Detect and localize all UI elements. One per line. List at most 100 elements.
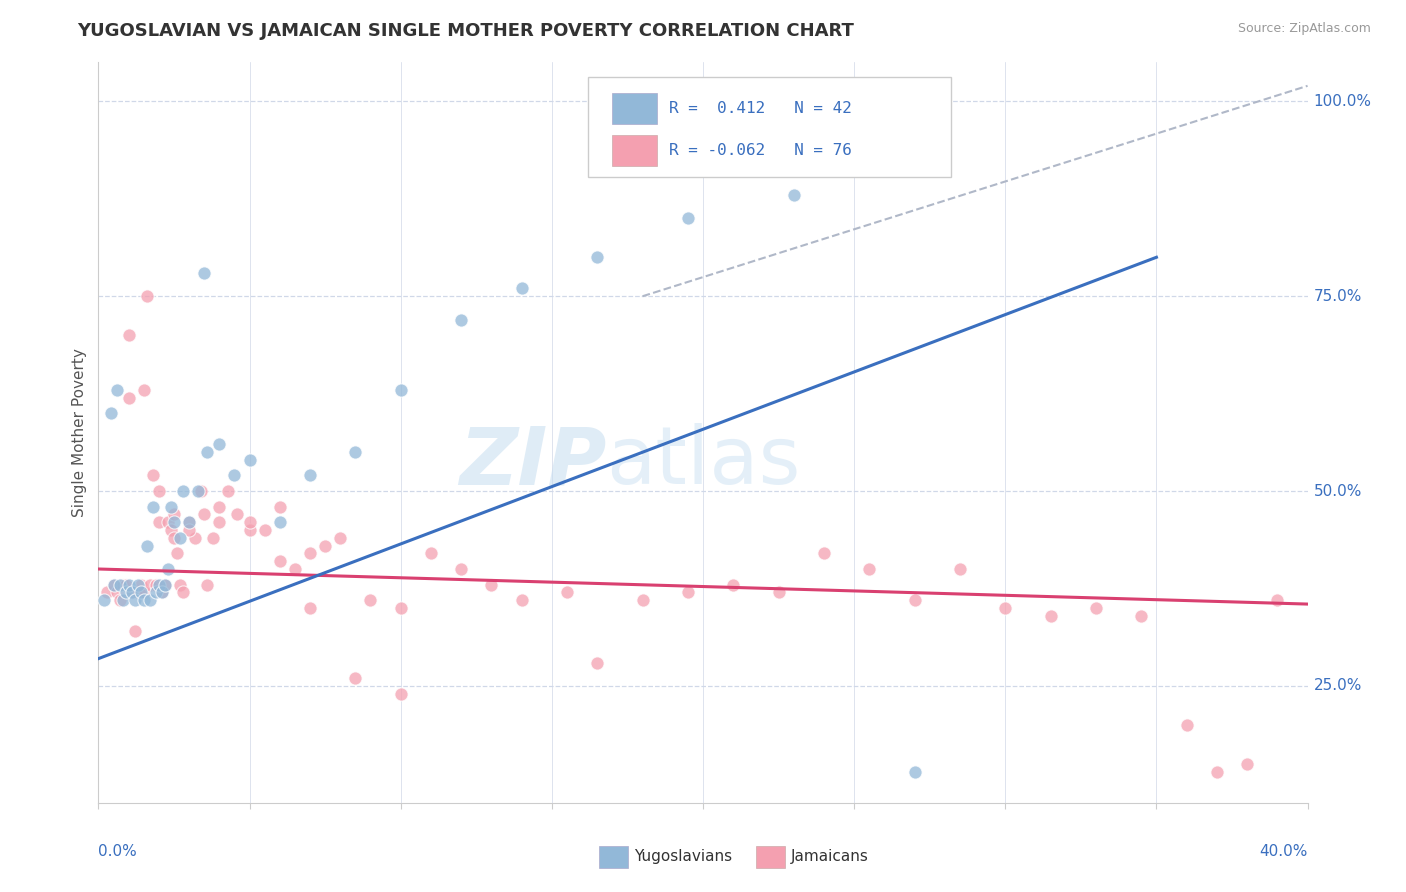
Point	[299, 546, 322, 560]
Point	[124, 593, 146, 607]
Point	[150, 585, 173, 599]
Point	[269, 515, 291, 529]
Point	[450, 562, 472, 576]
Text: 40.0%: 40.0%	[1260, 844, 1308, 858]
Text: Yugoslavians: Yugoslavians	[634, 849, 733, 864]
Point	[103, 577, 125, 591]
Point	[179, 515, 201, 529]
Point	[108, 577, 131, 591]
Point	[994, 601, 1017, 615]
Text: ZIP: ZIP	[458, 423, 606, 501]
Point	[420, 546, 443, 560]
Point	[145, 577, 167, 591]
Point	[269, 554, 291, 568]
Point	[208, 500, 231, 514]
Point	[284, 562, 307, 576]
Point	[111, 593, 134, 607]
Point	[768, 585, 790, 599]
Point	[169, 577, 191, 591]
Point	[160, 500, 183, 514]
Point	[904, 593, 927, 607]
Point	[190, 484, 212, 499]
Point	[114, 577, 136, 591]
Point	[156, 562, 179, 576]
Point	[179, 515, 201, 529]
Point	[108, 593, 131, 607]
Point	[132, 585, 155, 599]
Text: 50.0%: 50.0%	[1313, 483, 1362, 499]
Point	[481, 577, 503, 591]
Point	[208, 515, 231, 529]
Point	[169, 531, 191, 545]
Point	[202, 531, 225, 545]
Point	[96, 585, 118, 599]
Point	[329, 531, 352, 545]
Point	[269, 500, 291, 514]
Point	[217, 484, 239, 499]
Point	[148, 577, 170, 591]
Point	[153, 577, 176, 591]
Point	[389, 601, 412, 615]
Point	[179, 523, 201, 537]
Point	[163, 515, 186, 529]
Point	[114, 585, 136, 599]
Point	[172, 585, 194, 599]
Point	[124, 624, 146, 639]
FancyBboxPatch shape	[756, 846, 785, 868]
Point	[142, 500, 165, 514]
Point	[142, 468, 165, 483]
Text: 100.0%: 100.0%	[1313, 94, 1372, 109]
FancyBboxPatch shape	[599, 846, 628, 868]
FancyBboxPatch shape	[613, 135, 657, 166]
Point	[160, 523, 183, 537]
Point	[195, 445, 218, 459]
Point	[156, 515, 179, 529]
Point	[118, 577, 141, 591]
Point	[127, 577, 149, 591]
Point	[111, 577, 134, 591]
Point	[127, 585, 149, 599]
Point	[103, 577, 125, 591]
Point	[163, 508, 186, 522]
Point	[195, 577, 218, 591]
Text: R =  0.412   N = 42: R = 0.412 N = 42	[669, 102, 852, 116]
Text: Source: ZipAtlas.com: Source: ZipAtlas.com	[1237, 22, 1371, 36]
Point	[153, 577, 176, 591]
Point	[239, 523, 262, 537]
Point	[105, 383, 128, 397]
Point	[193, 508, 215, 522]
Point	[389, 383, 412, 397]
Point	[1085, 601, 1108, 615]
Point	[344, 671, 367, 685]
Point	[783, 188, 806, 202]
Point	[100, 406, 122, 420]
Point	[389, 687, 412, 701]
Point	[172, 484, 194, 499]
Point	[148, 484, 170, 499]
Text: atlas: atlas	[606, 423, 800, 501]
Point	[858, 562, 880, 576]
Point	[1267, 593, 1289, 607]
Point	[139, 593, 162, 607]
Point	[139, 577, 162, 591]
Point	[555, 585, 578, 599]
Point	[166, 546, 188, 560]
Point	[450, 312, 472, 326]
Point	[299, 601, 322, 615]
Point	[510, 281, 533, 295]
Point	[121, 585, 143, 599]
Point	[226, 508, 249, 522]
Point	[135, 539, 157, 553]
Text: 25.0%: 25.0%	[1313, 679, 1362, 693]
Text: 75.0%: 75.0%	[1313, 289, 1362, 304]
Point	[723, 577, 745, 591]
Point	[118, 391, 141, 405]
Point	[904, 764, 927, 779]
Point	[187, 484, 209, 499]
Point	[510, 593, 533, 607]
Point	[813, 546, 835, 560]
Point	[129, 577, 152, 591]
Point	[132, 593, 155, 607]
Point	[163, 531, 186, 545]
Point	[1236, 756, 1258, 771]
